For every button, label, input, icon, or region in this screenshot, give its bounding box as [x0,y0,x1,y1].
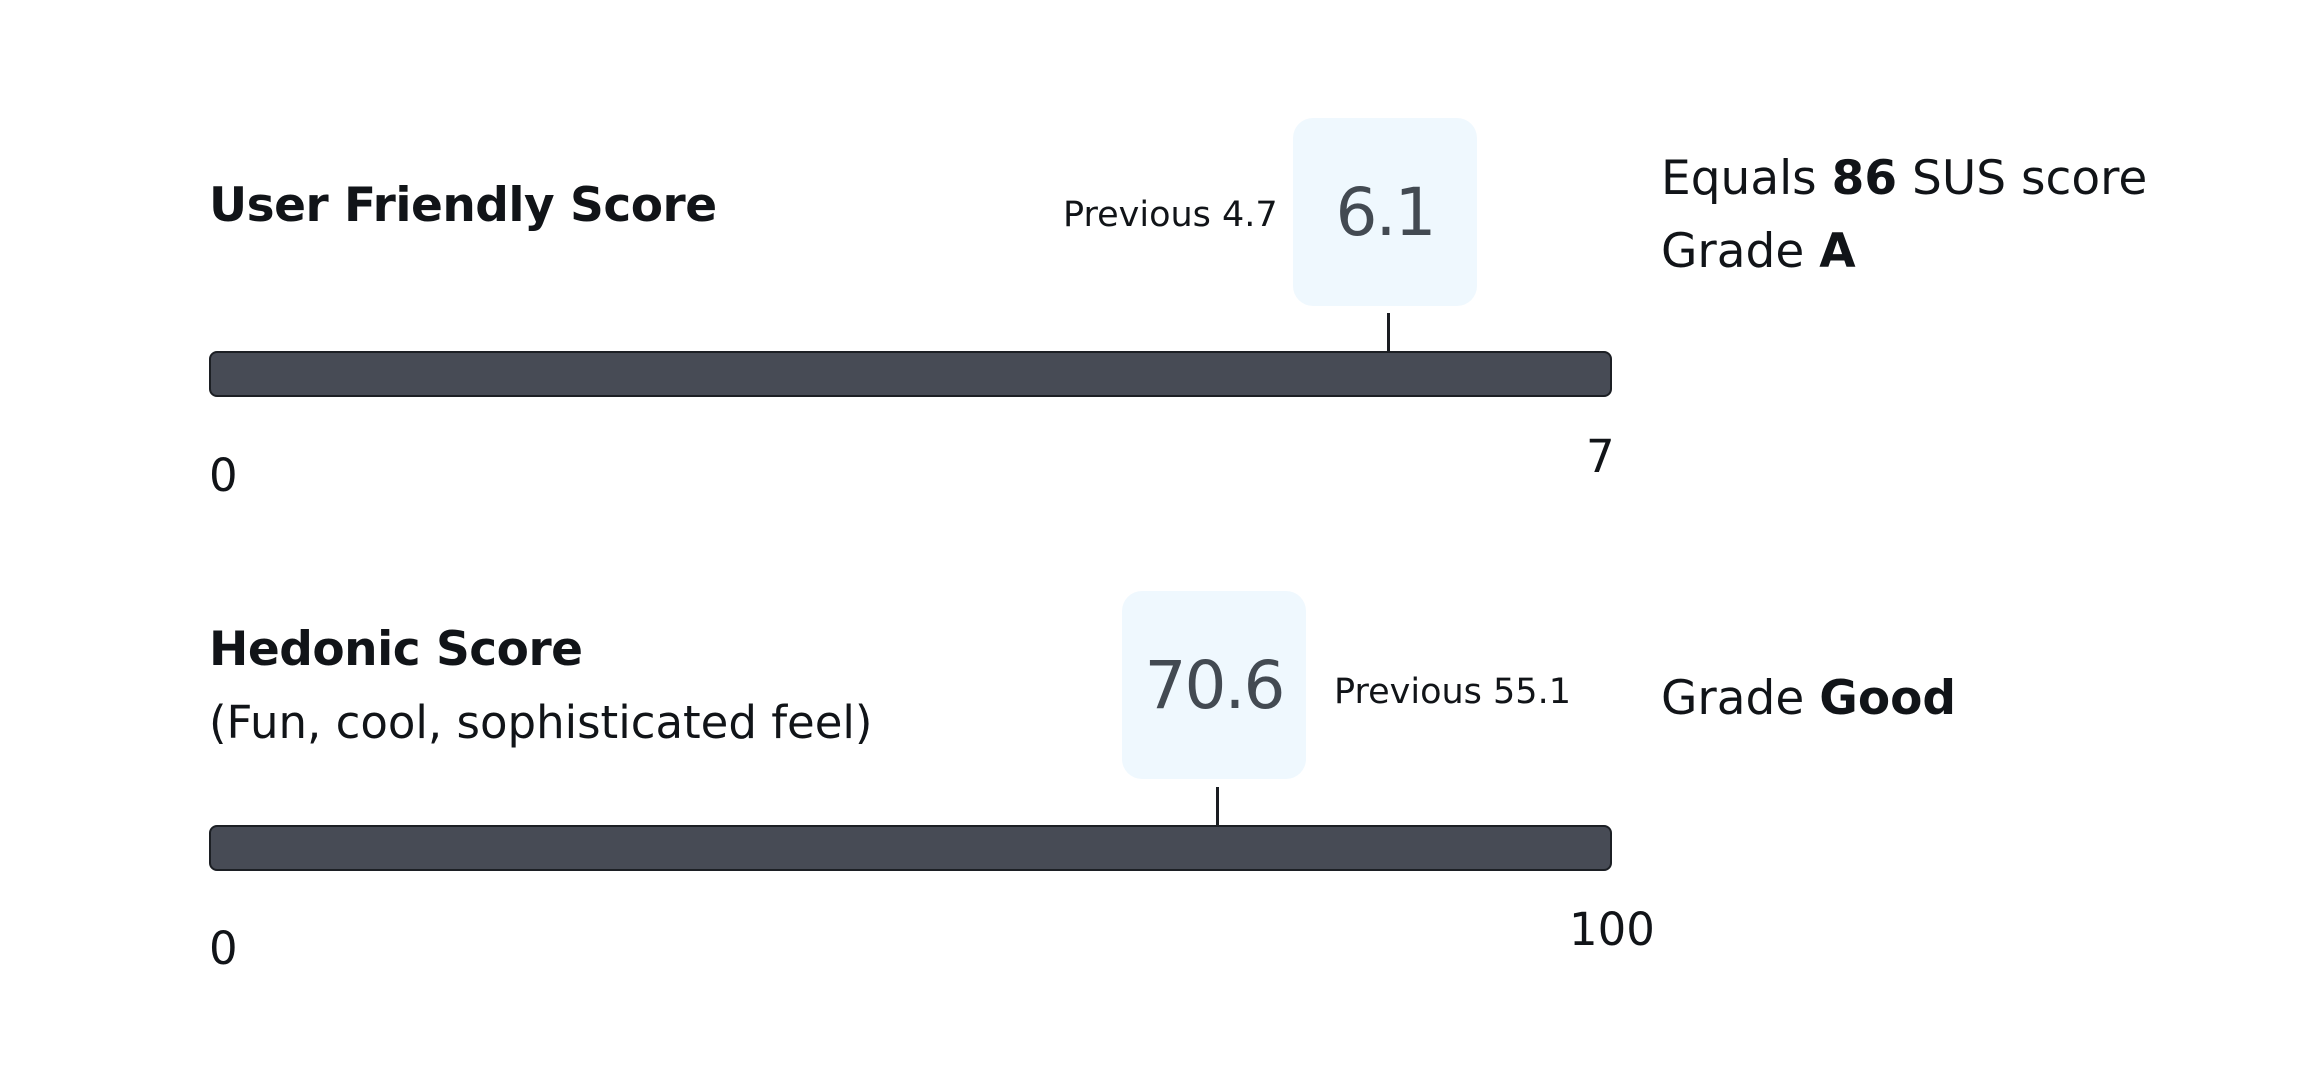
user-friendly-grade-line: Grade A [1661,228,1856,275]
user-friendly-score-badge: 6.1 [1293,118,1477,306]
hedonic-score-value: 70.6 [1144,646,1286,724]
hedonic-title: Hedonic Score [209,622,583,677]
sus-score-line: Equals 86 SUS score [1661,155,2147,202]
hedonic-score-marker [1216,787,1219,825]
sus-value: 86 [1831,151,1898,206]
user-friendly-scale-min: 0 [209,449,238,502]
hedonic-previous: Previous 55.1 [1334,672,1571,712]
user-friendly-score-marker [1387,313,1390,351]
sus-suffix: SUS score [1911,151,2148,206]
hedonic-scale-bar [209,825,1612,871]
hedonic-scale-max: 100 [1569,903,1655,956]
hedonic-grade: Good [1819,671,1957,726]
user-friendly-title: User Friendly Score [209,178,717,233]
hedonic-grade-line: Grade Good [1661,675,1956,722]
grade-prefix: Grade [1661,671,1805,726]
hedonic-score-badge: 70.6 [1122,591,1306,779]
hedonic-scale-min: 0 [209,922,238,975]
hedonic-subtitle: (Fun, cool, sophisticated feel) [209,696,873,749]
user-friendly-grade: A [1819,224,1856,279]
user-friendly-previous: Previous 4.7 [1063,195,1278,235]
grade-prefix: Grade [1661,224,1805,279]
user-friendly-score-value: 6.1 [1335,173,1437,251]
sus-prefix: Equals [1661,151,1817,206]
user-friendly-scale-bar [209,351,1612,397]
user-friendly-scale-max: 7 [1586,430,1615,483]
